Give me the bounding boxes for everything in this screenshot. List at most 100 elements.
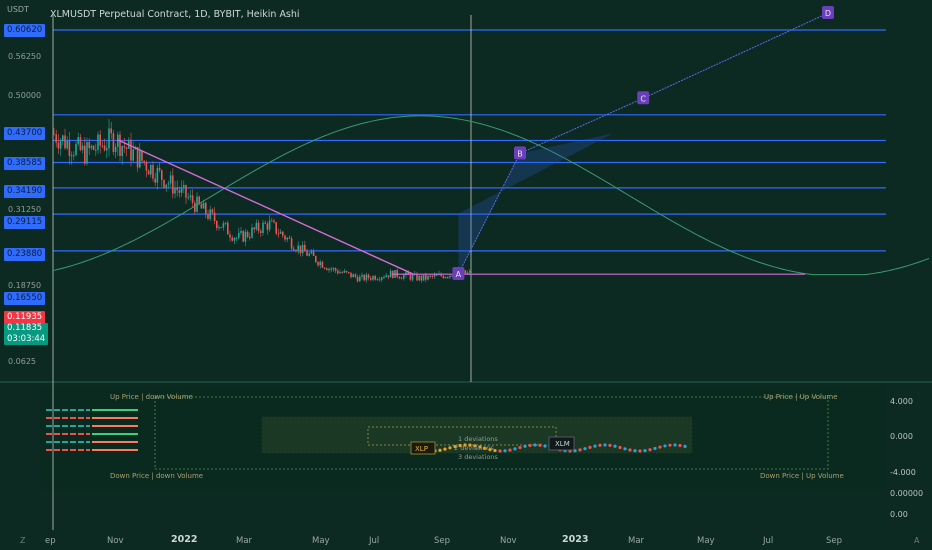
- candle-body: [205, 202, 207, 215]
- candle-body: [70, 155, 73, 157]
- ind-dot: [593, 444, 597, 448]
- candle-body: [251, 227, 253, 238]
- candle-body: [268, 220, 271, 230]
- candle-body: [108, 128, 110, 149]
- ind-dot: [538, 443, 542, 447]
- candle-body: [189, 195, 192, 198]
- time-tick: Jul: [369, 536, 380, 546]
- marker-label: C: [640, 94, 646, 103]
- candle-body: [282, 231, 284, 236]
- price-label: 0.34190: [4, 185, 46, 198]
- candle-body: [337, 270, 339, 274]
- candle-body: [356, 276, 359, 282]
- candle-body: [288, 237, 291, 239]
- candle-body: [359, 276, 361, 282]
- candle-body: [363, 274, 365, 281]
- indicator-zone-outer: [154, 396, 829, 470]
- candle-body: [233, 237, 236, 241]
- ind-dot: [673, 443, 677, 447]
- price-label: 0.0625: [8, 357, 36, 366]
- candle-body: [62, 135, 64, 141]
- candle-body: [398, 276, 401, 279]
- price-label: 0.18750: [8, 281, 42, 290]
- candle-body: [422, 275, 425, 281]
- candle-body: [114, 146, 117, 152]
- ind-dot: [543, 444, 547, 448]
- price-label: 0.50000: [8, 91, 42, 100]
- candle-body: [418, 275, 420, 281]
- candle-body: [235, 237, 238, 239]
- candle-body: [75, 143, 77, 156]
- deviation-2: 2 deviations: [454, 444, 494, 452]
- candle-body: [112, 133, 115, 152]
- candle-body: [328, 268, 330, 271]
- timezone-button[interactable]: Z: [20, 536, 26, 545]
- marker-label: D: [825, 9, 831, 18]
- candle-body: [59, 140, 62, 149]
- candle-body: [196, 196, 198, 212]
- candle-body: [370, 278, 372, 280]
- candle-body: [255, 222, 258, 230]
- candle-body: [183, 185, 185, 188]
- candle-body: [403, 275, 405, 279]
- price-label: 0.60620: [4, 24, 46, 37]
- candle-body: [352, 274, 354, 278]
- last-price-badge: 0.11835 03:03:44: [4, 323, 49, 345]
- candle-body: [121, 146, 123, 156]
- candle-body: [136, 147, 139, 168]
- candle-body: [306, 251, 308, 256]
- candle-body: [152, 164, 154, 179]
- time-tick: ep: [45, 536, 56, 546]
- ind-dot: [603, 443, 607, 447]
- candle-body: [431, 275, 434, 277]
- ind-dot: [633, 449, 637, 453]
- candle-body: [165, 184, 167, 188]
- candle-body: [73, 155, 75, 157]
- candle-body: [440, 273, 442, 276]
- candle-body: [411, 275, 414, 280]
- candle-body: [246, 231, 249, 237]
- quadrant-bottom-right: Down Price | Up Volume: [760, 472, 844, 480]
- candle-body: [312, 251, 315, 256]
- time-tick: Nov: [500, 536, 517, 546]
- candle-body: [178, 190, 181, 193]
- ind-dot: [453, 444, 457, 449]
- ind-dot: [623, 447, 627, 451]
- time-tick: Mar: [236, 536, 253, 546]
- ind-dot: [643, 449, 647, 453]
- candle-body: [158, 167, 161, 171]
- candle-body: [57, 142, 60, 149]
- ind-dot: [653, 446, 657, 451]
- candle-body: [130, 139, 132, 161]
- candle-body: [97, 134, 99, 150]
- candle-body: [172, 175, 174, 194]
- tag-xlm: XLM: [555, 440, 570, 448]
- ind-dot: [608, 443, 612, 447]
- ind-dot: [463, 443, 467, 447]
- countdown-timer: 03:03:44: [7, 334, 46, 344]
- candle-body: [185, 185, 187, 198]
- quadrant-top-left: Up Price | down Volume: [110, 393, 193, 401]
- indicator-axis-label: 4.000: [890, 397, 913, 406]
- ind-dot: [513, 447, 517, 451]
- candle-body: [106, 148, 108, 151]
- ind-dot: [668, 443, 672, 447]
- auto-scale-button[interactable]: A: [914, 536, 920, 545]
- ind-dot: [448, 446, 452, 450]
- ind-dot: [493, 448, 497, 453]
- ind-dot: [503, 449, 507, 453]
- candle-body: [301, 244, 304, 254]
- deviation-1: 1 deviations: [458, 435, 498, 443]
- currency-label: USDT: [7, 5, 29, 14]
- candle-body: [174, 187, 176, 194]
- time-tick: 2023: [562, 534, 589, 545]
- candle-body: [244, 231, 247, 242]
- ind-dot: [578, 448, 582, 452]
- candle-body: [299, 245, 302, 254]
- ind-dot: [678, 443, 682, 448]
- candle-body: [284, 235, 286, 240]
- projection-path: [457, 12, 829, 275]
- candle-body: [200, 204, 203, 209]
- candle-body: [330, 268, 332, 270]
